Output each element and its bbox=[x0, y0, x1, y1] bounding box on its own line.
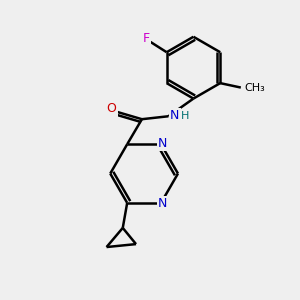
Text: N: N bbox=[158, 197, 167, 210]
Text: N: N bbox=[170, 109, 180, 122]
Text: N: N bbox=[158, 137, 167, 150]
Text: H: H bbox=[181, 111, 190, 121]
Text: F: F bbox=[142, 32, 150, 46]
Text: O: O bbox=[106, 102, 116, 116]
Text: CH₃: CH₃ bbox=[244, 82, 265, 93]
